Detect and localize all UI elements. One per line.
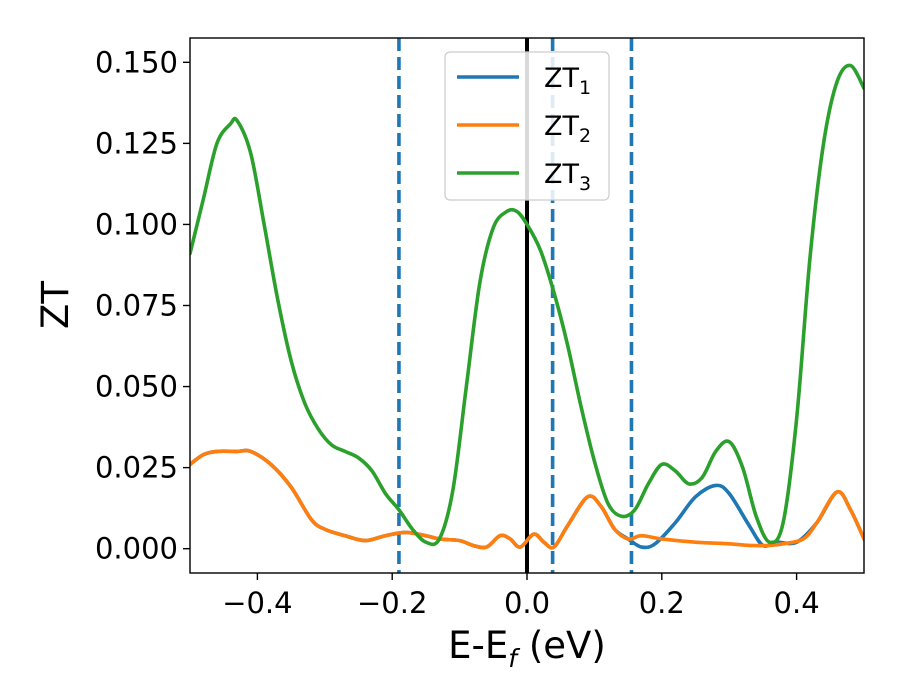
legend-label-zt1: ZT1 xyxy=(544,63,591,99)
x-tick-label: 0.2 xyxy=(639,586,685,620)
legend-label-zt3: ZT3 xyxy=(544,159,591,195)
x-axis-label: E-Ef (eV) xyxy=(448,624,606,673)
y-axis: 0.000 0.025 0.050 0.075 0.100 0.125 0.150 xyxy=(95,45,190,566)
series-line-zt2 xyxy=(190,448,864,550)
legend-label-zt2: ZT2 xyxy=(544,111,591,147)
legend-box xyxy=(444,51,610,201)
legend: ZT1 ZT2 ZT3 xyxy=(444,51,610,201)
x-tick-label: 0.4 xyxy=(774,586,820,620)
y-tick-label: 0.150 xyxy=(95,45,178,79)
x-tick-label: 0.0 xyxy=(504,586,550,620)
x-tick-label: −0.4 xyxy=(222,586,292,620)
y-tick-label: 0.025 xyxy=(95,451,178,485)
series-lines xyxy=(190,63,864,550)
x-tick-label: −0.2 xyxy=(357,586,427,620)
x-axis: −0.4 −0.2 0.0 0.2 0.4 xyxy=(222,573,820,620)
y-axis-label: ZT xyxy=(34,281,77,329)
y-tick-label: 0.125 xyxy=(95,126,178,160)
y-tick-label: 0.100 xyxy=(95,207,178,241)
series-line-zt3 xyxy=(190,63,864,547)
y-tick-label: 0.000 xyxy=(95,532,178,566)
y-tick-label: 0.075 xyxy=(95,289,178,323)
y-tick-label: 0.050 xyxy=(95,370,178,404)
